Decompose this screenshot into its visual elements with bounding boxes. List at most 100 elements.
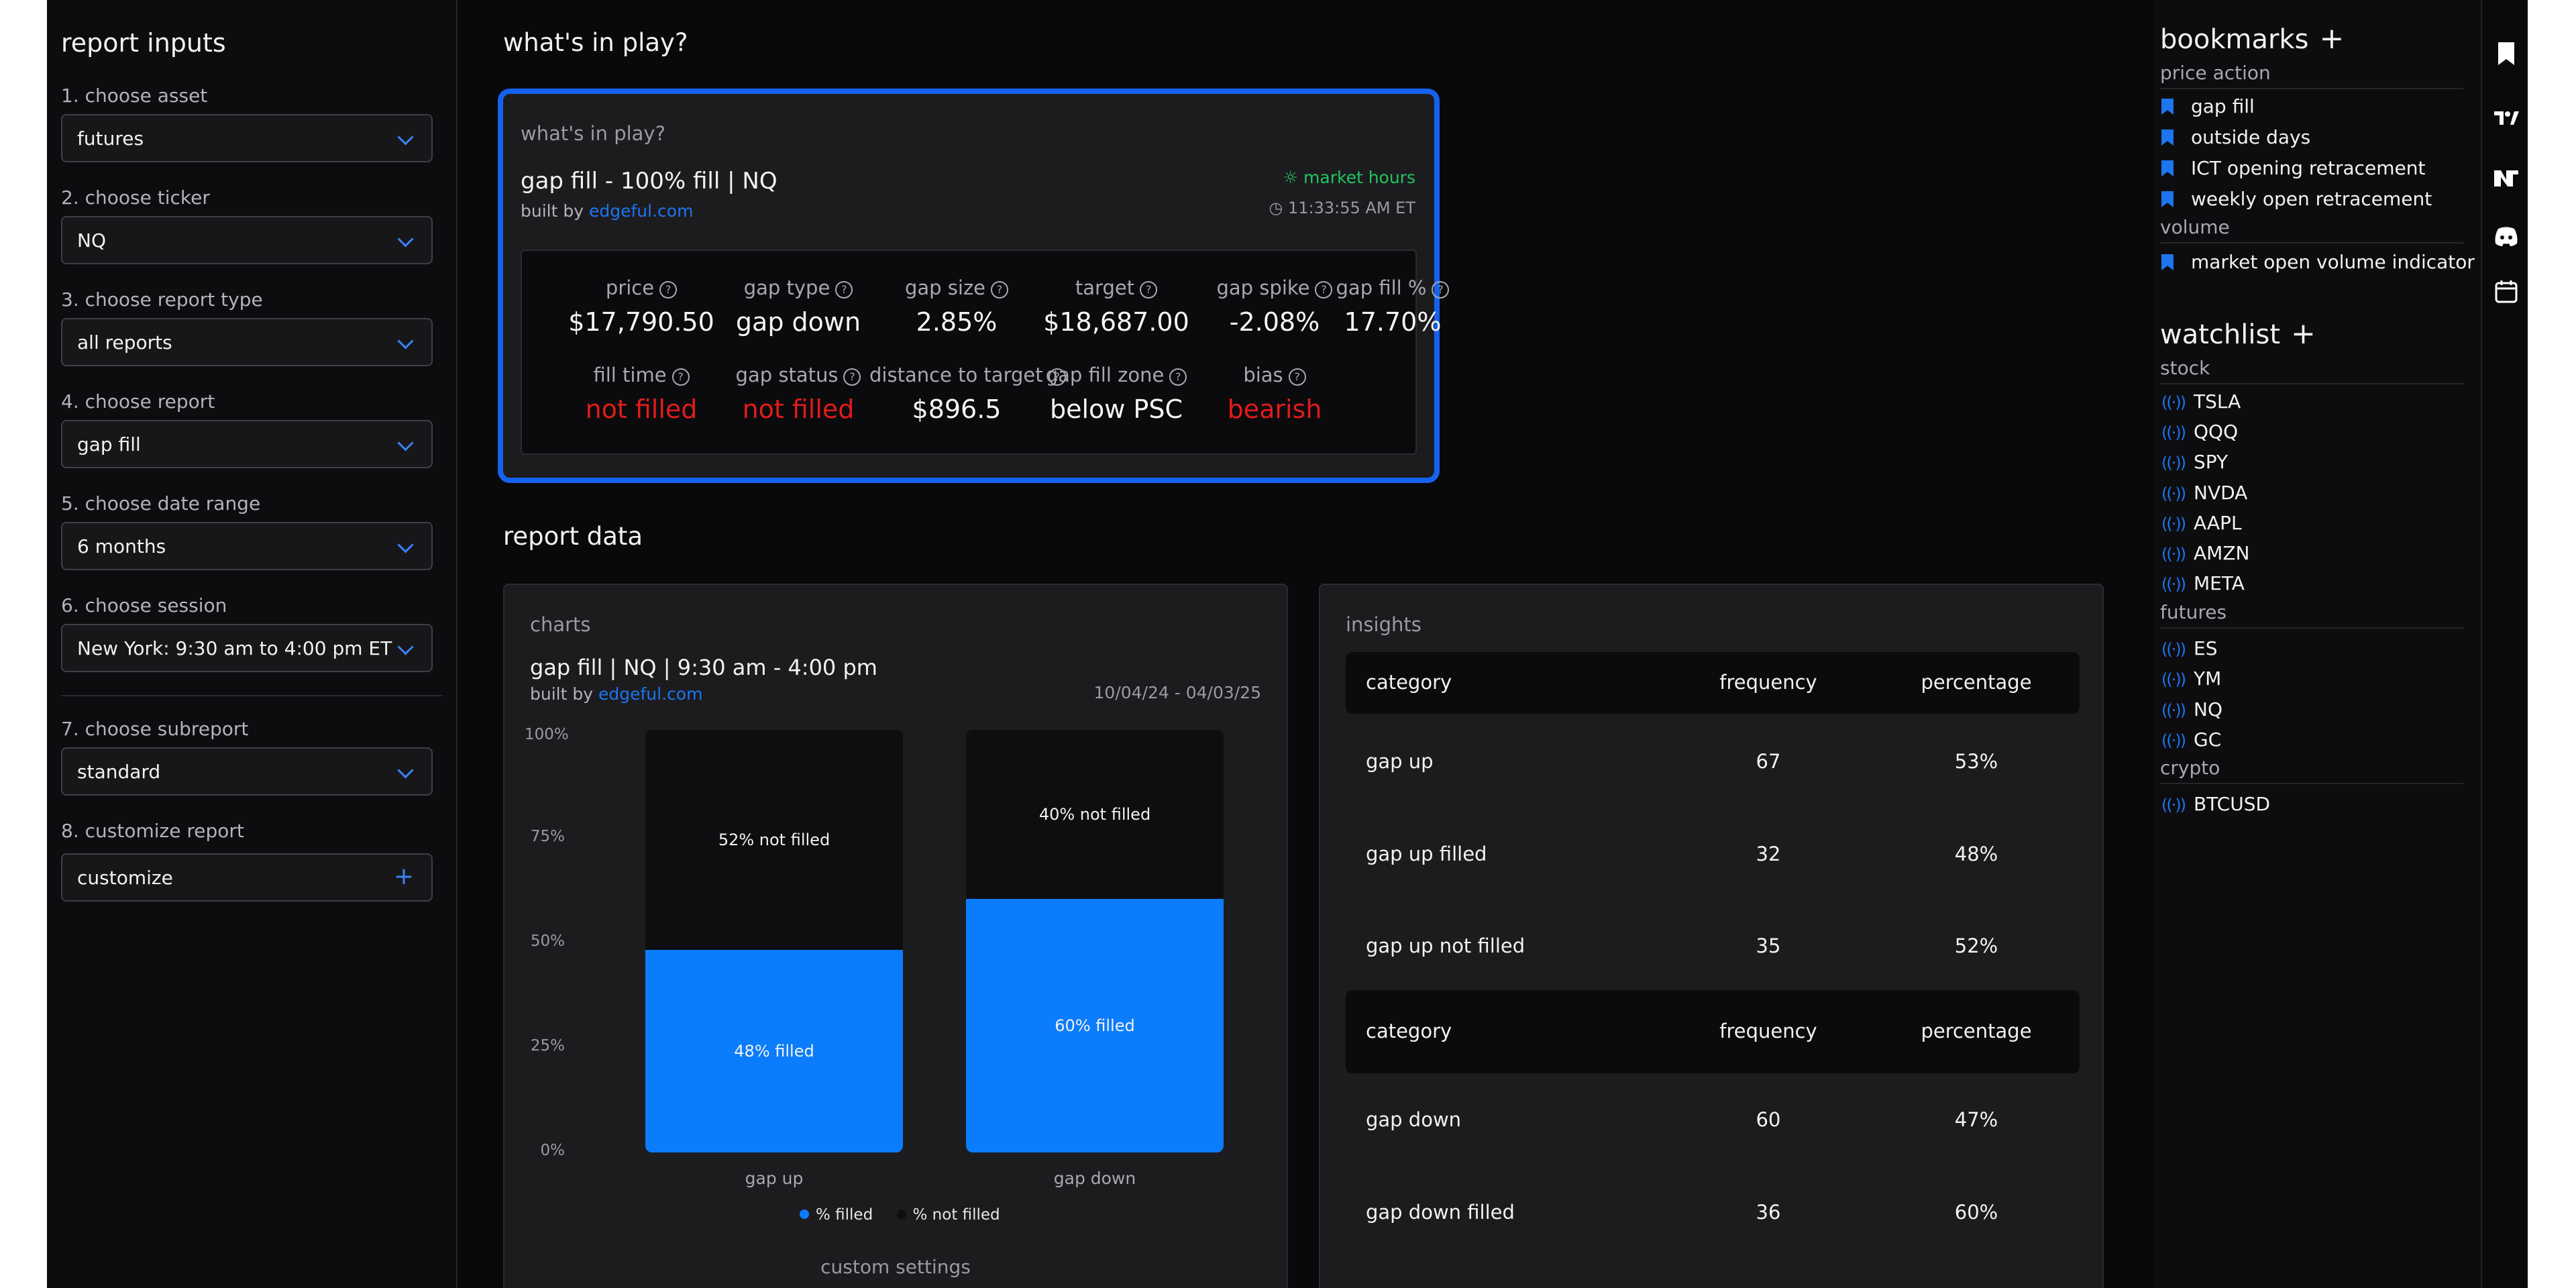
table-header: category frequency percentage: [1346, 990, 2080, 1073]
table-cell: 52%: [1954, 934, 1998, 957]
field-label-date-range: 5. choose date range: [61, 492, 261, 515]
watchlist-item[interactable]: ((·)) BTCUSD: [2161, 793, 2270, 815]
watchlist-item[interactable]: ((·)) SPY: [2161, 451, 2228, 473]
watchlist-item[interactable]: ((·)) ES: [2161, 637, 2217, 659]
bookmark-item[interactable]: weekly open retracement: [2161, 188, 2432, 210]
add-bookmark-icon[interactable]: +: [2319, 21, 2345, 56]
watchlist-item[interactable]: ((·)) META: [2161, 572, 2245, 594]
watch-section-crypto: crypto: [2160, 757, 2463, 784]
report-type-select[interactable]: all reports: [61, 318, 433, 366]
legend-swatch: [800, 1210, 809, 1219]
ticker-select[interactable]: NQ: [61, 216, 433, 264]
y-tick: 50%: [530, 932, 565, 950]
signal-icon: ((·)): [2161, 545, 2186, 564]
bookmark-icon: [2161, 191, 2174, 207]
report-data-heading: report data: [503, 522, 643, 551]
field-label-ticker: 2. choose ticker: [61, 186, 210, 209]
bar-gap-up[interactable]: 52% not filled 48% filled: [645, 730, 903, 1152]
add-watchlist-icon[interactable]: +: [2291, 317, 2316, 351]
whats-in-play-card[interactable]: what's in play? gap fill - 100% fill | N…: [498, 89, 1450, 483]
stat-label: gap type: [743, 276, 830, 299]
legend-item-filled[interactable]: % filled: [800, 1206, 873, 1224]
watchlist-item[interactable]: ((·)) YM: [2161, 667, 2221, 690]
bookmark-label: weekly open retracement: [2191, 188, 2432, 210]
chevron-down-icon: [397, 231, 414, 248]
watchlist-item[interactable]: ((·)) TSLA: [2161, 390, 2241, 413]
field-label-subreport: 7. choose subreport: [61, 718, 249, 740]
watchlist-item[interactable]: ((·)) NVDA: [2161, 482, 2247, 504]
help-icon[interactable]: ?: [1432, 281, 1450, 299]
report-select[interactable]: gap fill: [61, 420, 433, 468]
subreport-select[interactable]: standard: [61, 747, 433, 796]
calendar-icon[interactable]: [2493, 278, 2520, 305]
table-cell: gap up not filled: [1366, 934, 1525, 957]
stat-value: bearish: [1227, 394, 1322, 424]
bar-label-filled: 60% filled: [1055, 1016, 1135, 1035]
customize-button[interactable]: customize +: [61, 853, 433, 902]
stat-distance-to-target: distance to target? $896.5: [869, 364, 1066, 424]
subreport-select-value: standard: [77, 761, 161, 783]
bar-label-not-filled: 40% not filled: [1038, 805, 1151, 824]
bookmark-item[interactable]: ICT opening retracement: [2161, 157, 2426, 179]
clock-icon: ◷: [1269, 199, 1283, 217]
stats-panel: price? $17,790.50 gap type? gap down gap s…: [521, 250, 1450, 455]
legend-swatch: [896, 1210, 906, 1219]
help-icon[interactable]: ?: [1288, 368, 1306, 386]
discord-icon[interactable]: [2493, 223, 2520, 250]
chart-title: gap fill | NQ | 9:30 am - 4:00 pm: [530, 655, 877, 680]
x-axis-label: gap up: [745, 1169, 804, 1188]
stat-label: gap fill zone: [1045, 364, 1165, 386]
stat-gap-type: gap type? gap down: [711, 276, 885, 337]
custom-settings-label[interactable]: custom settings: [820, 1256, 971, 1278]
table-cell: gap down filled: [1366, 1201, 1515, 1224]
stat-value: $896.5: [912, 394, 1002, 424]
bookmark-item[interactable]: market open volume indicator: [2161, 251, 2475, 273]
market-status: ☼ market hours: [1283, 168, 1415, 187]
session-select[interactable]: New York: 9:30 am to 4:00 pm ET: [61, 624, 433, 672]
watchlist-item[interactable]: ((·)) NQ: [2161, 698, 2222, 720]
stat-value: not filled: [585, 394, 698, 424]
help-icon[interactable]: ?: [843, 368, 861, 386]
table-cell: 32: [1756, 843, 1781, 865]
ticker-label: GC: [2194, 729, 2222, 751]
signal-icon: ((·)): [2161, 453, 2186, 472]
stat-price: price? $17,790.50: [554, 276, 729, 337]
field-label-customize: 8. customize report: [61, 820, 244, 842]
watchlist-item[interactable]: ((·)) QQQ: [2161, 421, 2238, 443]
help-icon[interactable]: ?: [1315, 281, 1333, 299]
bookmarks-title: bookmarks +: [2160, 21, 2344, 56]
bookmark-item[interactable]: outside days: [2161, 126, 2310, 148]
help-icon[interactable]: ?: [1048, 368, 1066, 386]
tradingview-icon[interactable]: [2493, 105, 2520, 131]
bar-fill: [645, 949, 903, 1152]
signal-icon: ((·)): [2161, 731, 2186, 750]
help-icon[interactable]: ?: [659, 281, 678, 299]
bookmark-icon[interactable]: [2493, 40, 2520, 67]
watchlist-item[interactable]: ((·)) GC: [2161, 729, 2221, 751]
report-type-select-value: all reports: [77, 331, 172, 354]
bookmark-item[interactable]: gap fill: [2161, 95, 2255, 117]
legend-item-not-filled[interactable]: % not filled: [896, 1206, 1000, 1224]
app-window: report inputs 1. choose asset futures 2.…: [47, 0, 2528, 1288]
help-icon[interactable]: ?: [991, 281, 1009, 299]
stat-bias: bias? bearish: [1187, 364, 1362, 424]
edgeful-link[interactable]: edgeful.com: [598, 684, 703, 704]
insights-subtitle: insights: [1346, 613, 1421, 636]
asset-select[interactable]: futures: [61, 114, 433, 162]
bar-gap-down[interactable]: 40% not filled 60% filled: [966, 730, 1224, 1152]
table-cell: 60: [1756, 1108, 1781, 1131]
date-range-select[interactable]: 6 months: [61, 522, 433, 570]
field-label-report-type: 3. choose report type: [61, 288, 263, 311]
help-icon[interactable]: ?: [835, 281, 853, 299]
x-axis-label: gap down: [1053, 1169, 1136, 1188]
watchlist-item[interactable]: ((·)) AAPL: [2161, 512, 2242, 534]
chevron-down-icon: [397, 435, 414, 451]
help-icon[interactable]: ?: [672, 368, 690, 386]
ninjatrader-icon[interactable]: [2493, 165, 2520, 192]
chevron-down-icon: [397, 639, 414, 655]
edgeful-link[interactable]: edgeful.com: [588, 201, 694, 221]
right-panel: bookmarks + price action gap fill outside…: [2153, 0, 2528, 1288]
watchlist-item[interactable]: ((·)) AMZN: [2161, 542, 2249, 564]
help-icon[interactable]: ?: [1169, 368, 1187, 386]
help-icon[interactable]: ?: [1140, 281, 1158, 299]
